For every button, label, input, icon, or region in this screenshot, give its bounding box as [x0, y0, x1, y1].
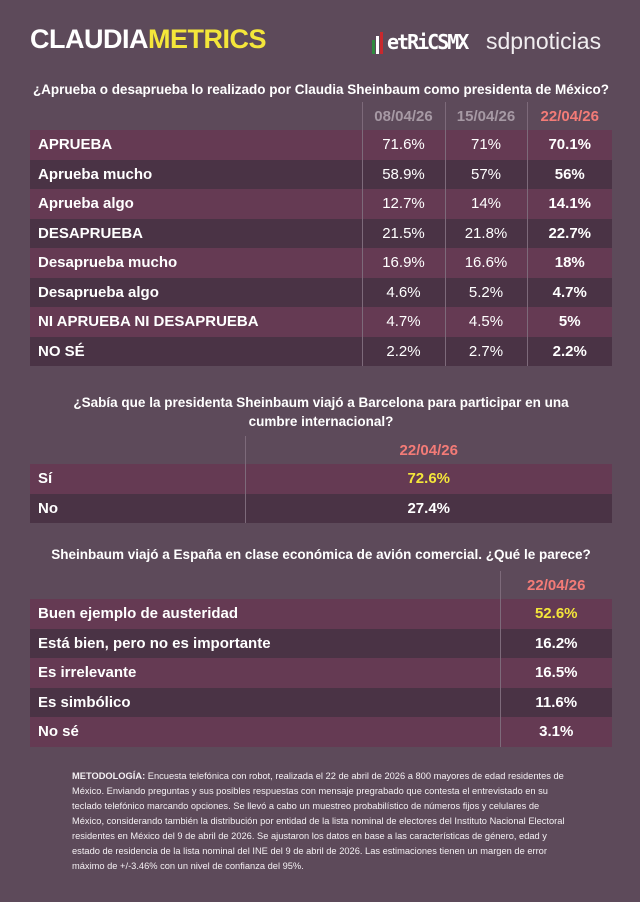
row-label: Aprueba algo	[30, 189, 362, 219]
date-header: 15/04/26	[444, 102, 527, 130]
row-label: No	[30, 493, 245, 523]
metricsmx-text: etRiCSMX	[387, 30, 469, 54]
row-label: Desaprueba mucho	[30, 248, 362, 278]
table-row: Está bien, pero no es importante 16.2%	[30, 628, 612, 658]
row-value: 2.2%	[526, 336, 612, 366]
q1-question: ¿Aprueba o desaprueba lo realizado por C…	[32, 82, 610, 97]
methodology-title: METODOLOGÍA:	[72, 771, 146, 781]
q2-question: ¿Sabía que la presidenta Sheinbaum viajó…	[73, 395, 569, 429]
row-value: 5%	[526, 307, 612, 337]
date-header-current: 22/04/26	[499, 571, 612, 599]
table-row: NO SÉ 2.2% 2.7% 2.2%	[30, 336, 612, 366]
row-value: 12.7%	[361, 189, 445, 219]
brand-text-b: METRICS	[148, 24, 267, 54]
row-value: 16.5%	[499, 658, 612, 688]
table-row: Aprueba algo 12.7% 14% 14.1%	[30, 189, 612, 219]
row-value: 22.7%	[526, 218, 612, 248]
sdpnoticias-logo: sdpnoticias	[486, 28, 602, 54]
row-value: 16.6%	[444, 248, 527, 278]
table-row: NI APRUEBA NI DESAPRUEBA 4.7% 4.5% 5%	[30, 307, 612, 337]
table-row: No sé 3.1%	[30, 717, 612, 747]
row-label: APRUEBA	[30, 130, 362, 160]
row-value: 18%	[526, 248, 612, 278]
metricsmx-logo: etRiCSMX	[372, 30, 469, 54]
table-row: Buen ejemplo de austeridad 52.6%	[30, 599, 612, 629]
q3-table: 22/04/26 Buen ejemplo de austeridad 52.6%…	[30, 571, 612, 747]
row-value: 11.6%	[499, 687, 612, 717]
row-value: 4.7%	[526, 277, 612, 307]
row-value: 16.9%	[361, 248, 445, 278]
row-label: Buen ejemplo de austeridad	[30, 599, 500, 629]
row-value: 14.1%	[526, 189, 612, 219]
table-row: No 27.4%	[30, 493, 612, 523]
q1-table: 08/04/26 15/04/26 22/04/26 APRUEBA 71.6% 71%…	[30, 102, 612, 366]
row-label: Es simbólico	[30, 687, 500, 717]
row-value: 4.7%	[361, 307, 445, 337]
row-value: 14%	[444, 189, 527, 219]
row-value: 52.6%	[499, 599, 612, 629]
row-value: 58.9%	[361, 159, 445, 189]
row-value: 72.6%	[244, 464, 612, 494]
methodology: METODOLOGÍA: Encuesta telefónica con rob…	[72, 769, 572, 874]
row-label: NO SÉ	[30, 336, 362, 366]
row-value: 16.2%	[499, 628, 612, 658]
row-label: Está bien, pero no es importante	[30, 628, 500, 658]
table-row: Es simbólico 11.6%	[30, 687, 612, 717]
row-label: DESAPRUEBA	[30, 218, 362, 248]
row-value: 2.7%	[444, 336, 527, 366]
table-row: Desaprueba algo 4.6% 5.2% 4.7%	[30, 277, 612, 307]
row-value: 27.4%	[244, 493, 612, 523]
row-value: 4.6%	[361, 277, 445, 307]
claudiametrics-logo: CLAUDIAMETRICS	[30, 24, 267, 55]
row-label: No sé	[30, 717, 500, 747]
row-label: Desaprueba algo	[30, 277, 362, 307]
row-value: 21.8%	[444, 218, 527, 248]
row-value: 57%	[444, 159, 527, 189]
row-value: 71%	[444, 130, 527, 160]
table-row: DESAPRUEBA 21.5% 21.8% 22.7%	[30, 218, 612, 248]
row-value: 21.5%	[361, 218, 445, 248]
date-header-current: 22/04/26	[526, 102, 612, 130]
chart-arrow-icon	[372, 32, 384, 54]
table-row: Aprueba mucho 58.9% 57% 56%	[30, 159, 612, 189]
row-value: 70.1%	[526, 130, 612, 160]
q2-table: 22/04/26 Sí 72.6% No 27.4%	[30, 436, 612, 523]
table-row: Sí 72.6%	[30, 464, 612, 494]
row-value: 2.2%	[361, 336, 445, 366]
table-row: Es irrelevante 16.5%	[30, 658, 612, 688]
row-label: NI APRUEBA NI DESAPRUEBA	[30, 307, 362, 337]
row-value: 5.2%	[444, 277, 527, 307]
row-value: 4.5%	[444, 307, 527, 337]
row-label: Sí	[30, 464, 245, 494]
row-value: 3.1%	[499, 717, 612, 747]
methodology-text: Encuesta telefónica con robot, realizada…	[72, 771, 565, 871]
q3-question: Sheinbaum viajó a España en clase económ…	[51, 547, 591, 562]
brand-text-a: CLAUDIA	[30, 24, 149, 54]
row-value: 71.6%	[361, 130, 445, 160]
row-label: Aprueba mucho	[30, 159, 362, 189]
date-header-current: 22/04/26	[244, 436, 612, 464]
table-row: APRUEBA 71.6% 71% 70.1%	[30, 130, 612, 160]
date-header: 08/04/26	[361, 102, 445, 130]
row-label: Es irrelevante	[30, 658, 500, 688]
q1-header-row: 08/04/26 15/04/26 22/04/26	[30, 102, 612, 130]
table-row: Desaprueba mucho 16.9% 16.6% 18%	[30, 248, 612, 278]
row-value: 56%	[526, 159, 612, 189]
